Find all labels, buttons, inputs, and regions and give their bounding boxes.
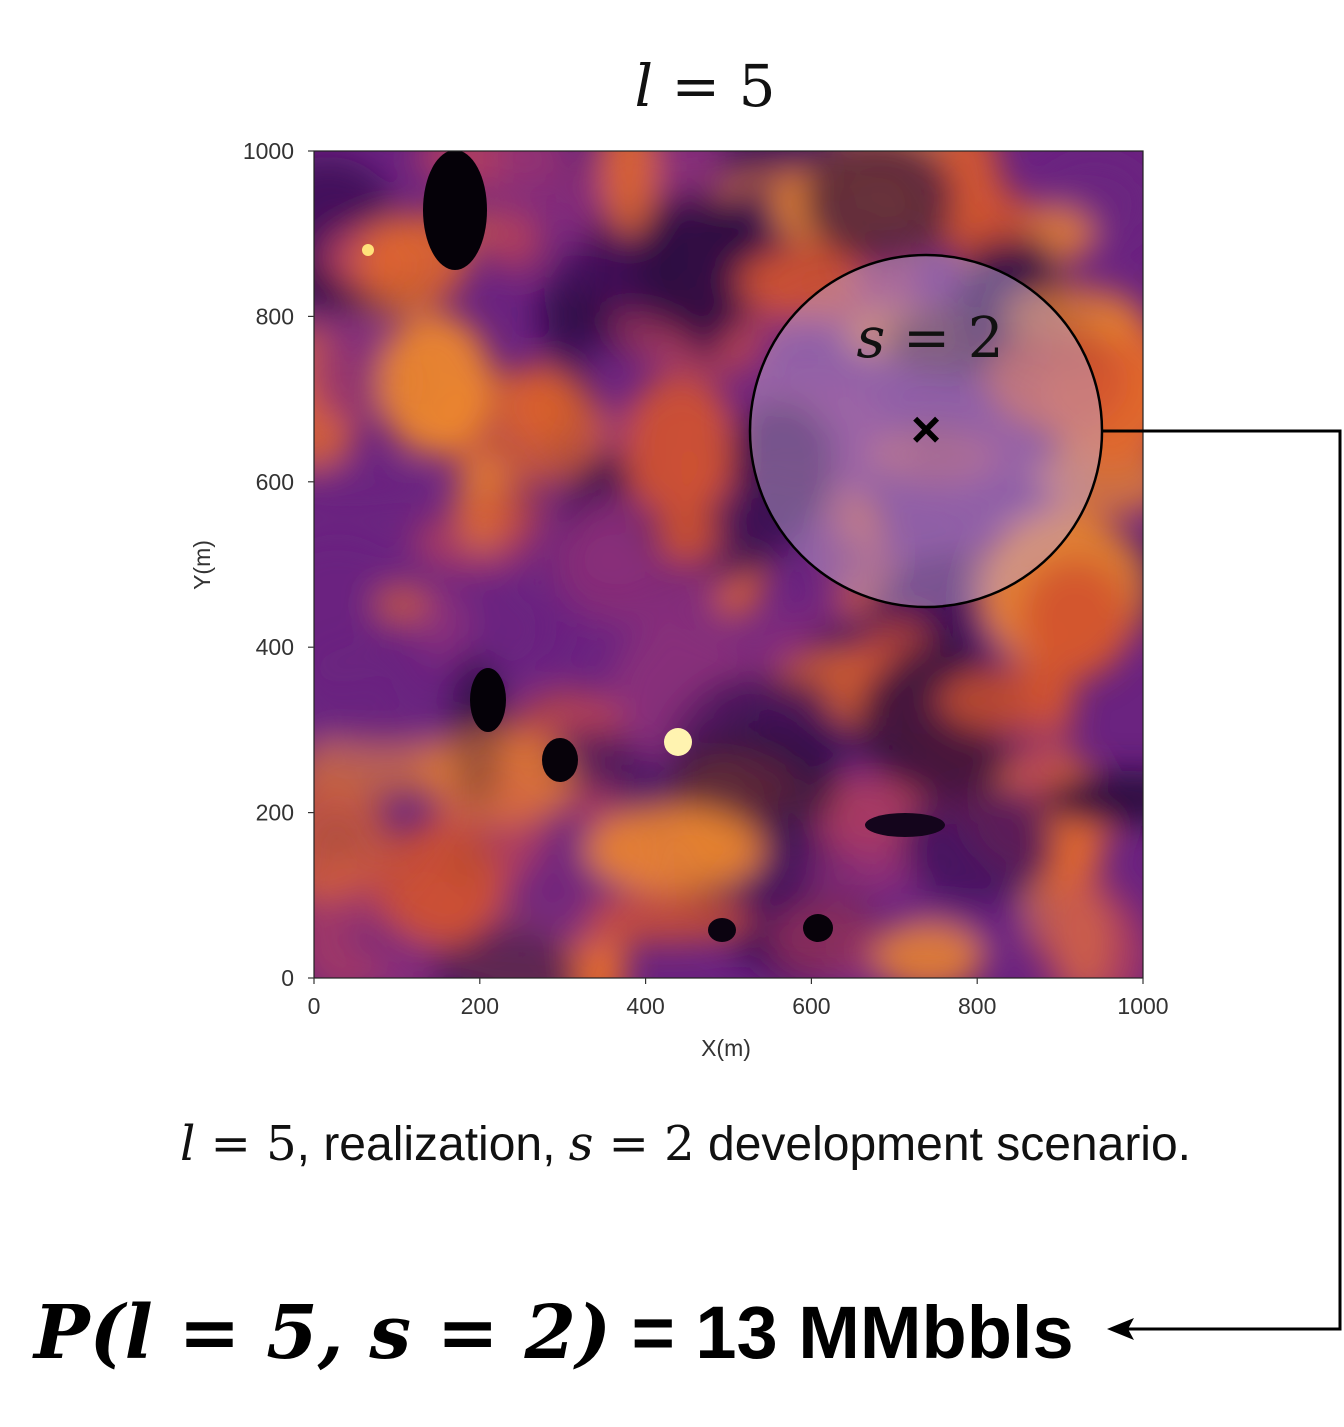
x-axis-label: X(m): [701, 1035, 751, 1061]
y-tick-label: 600: [256, 469, 294, 495]
figure-caption: l = 5, realization, s = 2 development sc…: [180, 1116, 1191, 1172]
plot-frame: [313, 150, 1144, 979]
x-tick-label: 400: [626, 993, 664, 1019]
x-tick-label: 0: [308, 993, 321, 1019]
realization-title: l = 5: [634, 52, 776, 120]
well-marker: ×: [911, 401, 941, 459]
production-result: P(l = 5, s = 2) = 13 MMbbls: [34, 1290, 1074, 1377]
y-tick-label: 0: [281, 965, 294, 991]
property-heatmap: [314, 151, 1143, 978]
arrow-head-icon: [1107, 1318, 1134, 1340]
scenario-label: s = 2: [857, 306, 1004, 371]
result-expression: P(l = 5, s = 2): [34, 1290, 612, 1376]
connector-line: [1102, 429, 1342, 1331]
result-value: = 13 MMbbls: [611, 1291, 1074, 1374]
x-axis: 0 200 400 600 800 1000: [308, 978, 1169, 1019]
y-tick-label: 400: [256, 634, 294, 660]
x-tick-label: 200: [461, 993, 499, 1019]
x-tick-label: 1000: [1117, 993, 1168, 1019]
y-tick-label: 200: [256, 800, 294, 826]
y-axis: 0 200 400 600 800 1000: [243, 138, 314, 991]
y-tick-label: 800: [256, 303, 294, 329]
x-tick-label: 800: [958, 993, 996, 1019]
y-tick-label: 1000: [243, 138, 294, 164]
x-tick-label: 600: [792, 993, 830, 1019]
y-axis-label: Y(m): [189, 540, 215, 590]
